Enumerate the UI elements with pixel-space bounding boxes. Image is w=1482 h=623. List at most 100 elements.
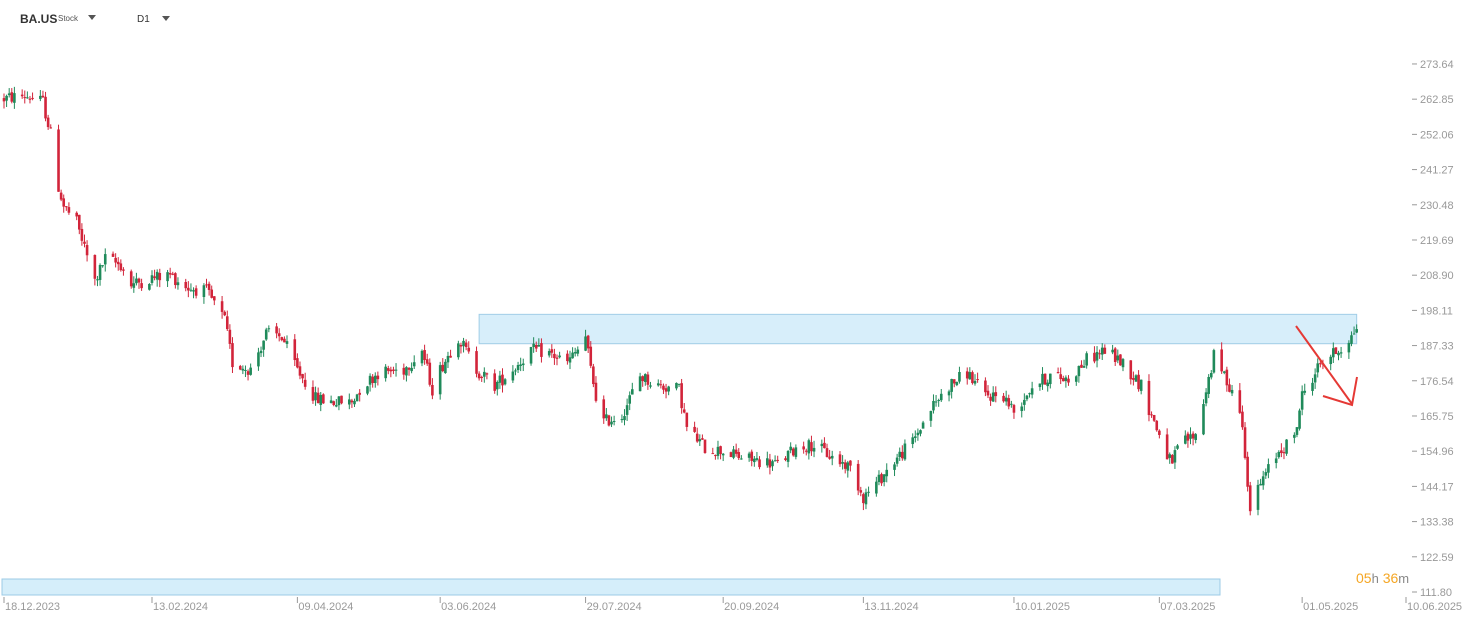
y-tick-label: 133.38 — [1420, 517, 1454, 529]
candle-body — [859, 490, 863, 493]
candle-body — [1064, 377, 1068, 382]
candle-body — [1300, 391, 1304, 410]
candle — [241, 365, 245, 375]
candle — [885, 463, 889, 483]
candle-body — [862, 494, 865, 504]
candle-body — [631, 389, 634, 395]
candle — [573, 347, 577, 357]
candle-body — [1311, 382, 1314, 391]
candle — [511, 365, 515, 384]
candle — [384, 364, 387, 382]
candle — [316, 387, 320, 404]
candle-body — [210, 289, 214, 298]
candle-body — [168, 272, 172, 275]
candle-body — [740, 458, 743, 460]
candle — [701, 434, 704, 440]
candle-body — [1264, 472, 1268, 476]
candle — [812, 440, 816, 458]
candle-body — [93, 254, 97, 279]
candle-body — [75, 212, 78, 217]
candle — [602, 395, 606, 424]
candle-body — [358, 392, 361, 395]
candle — [371, 374, 374, 388]
timeframe-label[interactable]: D1 — [137, 14, 150, 25]
candle-body — [932, 400, 935, 411]
candle — [820, 439, 824, 453]
candle-body — [1280, 450, 1283, 454]
candle-body — [246, 371, 250, 375]
candle — [410, 362, 413, 374]
candle-body — [641, 376, 644, 382]
chart-toolbar: BA.US Stock D1 — [0, 0, 300, 36]
candle — [420, 349, 424, 367]
candle-body — [991, 392, 995, 402]
y-tick-label: 230.48 — [1420, 200, 1454, 212]
candle-body — [1191, 433, 1195, 439]
candle-body — [7, 93, 11, 96]
candle-body — [371, 376, 374, 384]
candle-body — [1002, 395, 1005, 402]
candle-body — [1095, 351, 1099, 361]
candle — [301, 373, 304, 384]
candle-body — [937, 400, 940, 402]
candle — [776, 455, 779, 463]
candle — [1113, 347, 1117, 366]
symbol-label[interactable]: BA.US — [20, 12, 58, 26]
candle — [194, 285, 198, 299]
candle — [376, 371, 380, 386]
candle — [114, 253, 117, 268]
candle — [1280, 443, 1283, 458]
candle-body — [1028, 393, 1031, 395]
candle-body — [1147, 380, 1151, 416]
candle-body — [1329, 356, 1333, 365]
candle-body — [1132, 377, 1135, 380]
candle — [638, 372, 642, 392]
candle — [784, 456, 787, 462]
candle-body — [1350, 335, 1353, 344]
candle — [568, 350, 572, 370]
candle-body — [59, 192, 63, 200]
candle — [553, 348, 556, 365]
y-tick-label: 144.17 — [1420, 481, 1454, 493]
candle — [498, 370, 502, 389]
candle — [495, 380, 499, 396]
candle-body — [350, 400, 354, 403]
candle-body — [519, 364, 522, 366]
candle-body — [968, 372, 972, 380]
candle-body — [594, 382, 598, 401]
candle-body — [698, 439, 702, 442]
candle — [1261, 470, 1265, 490]
candle — [843, 459, 847, 474]
x-tick-label: 18.12.2023 — [5, 601, 60, 613]
candle — [337, 396, 341, 411]
candle — [1038, 383, 1042, 391]
candle — [1171, 454, 1174, 464]
candle-body — [916, 432, 920, 436]
candle — [1085, 351, 1088, 369]
candle-body — [958, 372, 961, 382]
symbol-dropdown-chevron-icon[interactable] — [88, 15, 96, 20]
candle — [895, 453, 899, 467]
candle-body — [116, 261, 120, 265]
candle — [753, 455, 756, 467]
candle-body — [1012, 405, 1016, 413]
candle — [716, 440, 720, 460]
candle-body — [973, 380, 977, 384]
candle-body — [28, 98, 32, 100]
annotations-layer — [1295, 325, 1358, 407]
candle-body — [166, 272, 169, 282]
candle — [1298, 408, 1301, 431]
candle — [734, 443, 738, 457]
candle-body — [989, 396, 992, 401]
candle-body — [241, 368, 245, 371]
candle-body — [1303, 390, 1307, 393]
candle — [205, 278, 208, 288]
candle — [446, 351, 450, 369]
candle-body — [971, 372, 974, 384]
timeframe-dropdown-chevron-icon[interactable] — [162, 16, 170, 21]
candle-body — [877, 474, 881, 483]
candle — [353, 398, 356, 408]
candle — [207, 281, 211, 296]
candle-body — [155, 271, 159, 280]
